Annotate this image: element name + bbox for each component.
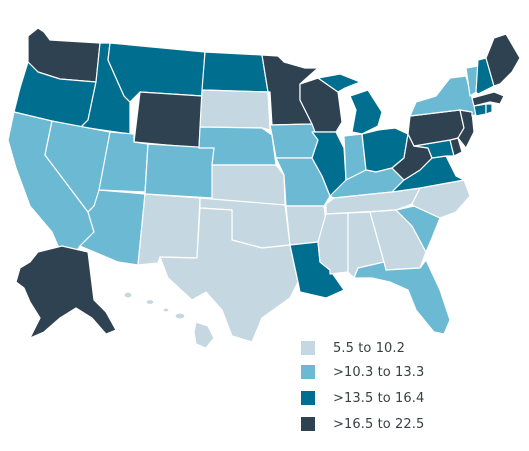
legend-label-1: 5.5 to 10.2 bbox=[333, 340, 406, 356]
state-nm bbox=[137, 193, 201, 266]
legend-label-4: >16.5 to 22.5 bbox=[333, 416, 425, 432]
state-me bbox=[485, 33, 521, 87]
state-sd bbox=[199, 89, 271, 131]
legend-item-3: >13.5 to 16.4 bbox=[301, 390, 424, 406]
state-tx bbox=[159, 207, 299, 343]
legend-label-2: >10.3 to 13.3 bbox=[333, 364, 425, 380]
legend-item-4: >16.5 to 22.5 bbox=[301, 416, 424, 432]
state-ri bbox=[485, 103, 493, 115]
legend-item-1: 5.5 to 10.2 bbox=[301, 340, 405, 356]
state-co bbox=[144, 143, 215, 199]
state-hi bbox=[123, 291, 215, 349]
state-ct bbox=[473, 103, 487, 117]
state-nd bbox=[201, 51, 269, 93]
state-nh bbox=[475, 57, 495, 95]
state-fl bbox=[353, 259, 451, 335]
legend-swatch-3 bbox=[301, 391, 315, 405]
state-ia bbox=[269, 123, 319, 159]
state-wy bbox=[133, 91, 203, 149]
state-mi bbox=[317, 73, 383, 135]
legend-item-2: >10.3 to 13.3 bbox=[301, 364, 424, 380]
legend-swatch-1 bbox=[301, 341, 315, 355]
state-ks bbox=[211, 164, 286, 206]
state-ak bbox=[15, 245, 117, 339]
legend-swatch-4 bbox=[301, 417, 315, 431]
legend-swatch-2 bbox=[301, 365, 315, 379]
legend-label-3: >13.5 to 16.4 bbox=[333, 390, 425, 406]
